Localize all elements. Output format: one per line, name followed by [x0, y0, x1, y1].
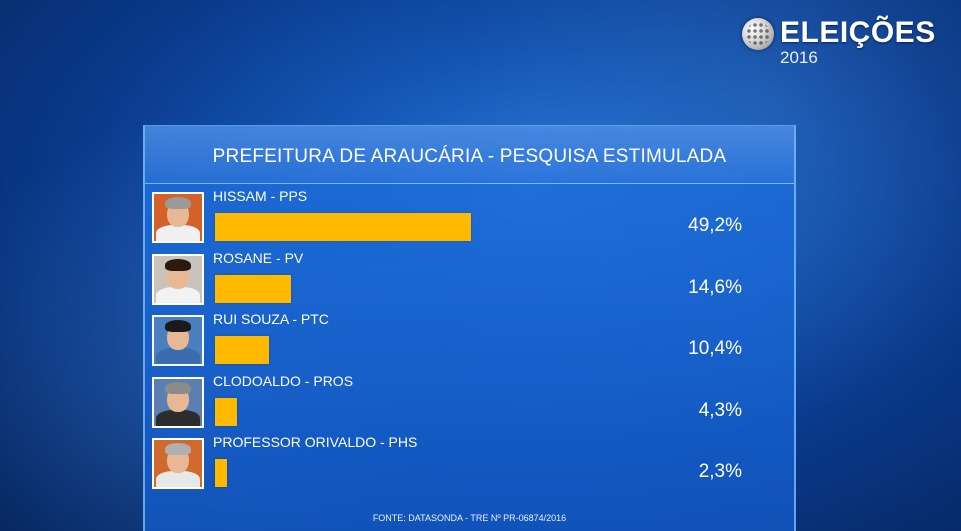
result-bar	[215, 397, 238, 426]
percentage-label: 10,4%	[688, 338, 742, 359]
candidate-name: RUI SOUZA - PTC	[213, 311, 329, 327]
candidate-name: ROSANE - PV	[213, 249, 304, 266]
panel-header: PREFEITURA DE ARAUCÁRIA - PESQUISA ESTIM…	[145, 126, 794, 184]
candidate-row: CLODOALDO - PROS 4,3%	[150, 372, 790, 435]
candidate-row: ROSANE - PV 14,6%	[150, 249, 790, 312]
candidate-photo	[152, 192, 204, 243]
photo-hair	[165, 258, 191, 271]
percentage-label: 14,6%	[688, 276, 742, 298]
candidate-name: PROFESSOR ORIVALDO - PHS	[213, 434, 418, 450]
candidate-photo	[152, 315, 204, 366]
brand-title: ELEIÇÕES	[780, 16, 936, 49]
photo-body	[156, 225, 200, 241]
brand-year: 2016	[780, 48, 818, 67]
photo-hair	[165, 320, 191, 332]
candidate-photo	[152, 376, 204, 428]
candidate-photo	[152, 438, 204, 489]
percentage-label: 4,3%	[698, 399, 742, 421]
candidate-row: RUI SOUZA - PTC 10,4%	[150, 311, 790, 373]
globe-icon	[742, 18, 774, 50]
result-bar	[215, 336, 270, 364]
chart-title: PREFEITURA DE ARAUCÁRIA - PESQUISA ESTIM…	[212, 146, 727, 167]
candidate-name: HISSAM - PPS	[213, 188, 308, 204]
result-bar	[215, 274, 291, 303]
candidate-row: PROFESSOR ORIVALDO - PHS 2,3%	[150, 434, 790, 496]
percentage-label: 2,3%	[698, 461, 742, 482]
source-note: FONTE: DATASONDA - TRE Nº PR-06874/2016	[372, 513, 567, 523]
photo-hair	[165, 197, 191, 209]
photo-hair	[165, 381, 191, 394]
photo-body	[156, 471, 200, 487]
photo-body	[156, 286, 200, 303]
poll-panel: PREFEITURA DE ARAUCÁRIA - PESQUISA ESTIM…	[143, 125, 796, 531]
candidate-photo	[152, 253, 204, 305]
photo-body	[156, 348, 200, 364]
candidate-row: HISSAM - PPS 49,2%	[150, 188, 790, 250]
percentage-label: 49,2%	[688, 215, 742, 236]
result-bar	[215, 213, 471, 241]
result-bar	[215, 459, 227, 487]
elections-logo: ELEIÇÕES 2016	[742, 14, 942, 68]
photo-hair	[165, 443, 191, 455]
candidate-name: CLODOALDO - PROS	[213, 372, 354, 389]
photo-body	[156, 409, 200, 426]
